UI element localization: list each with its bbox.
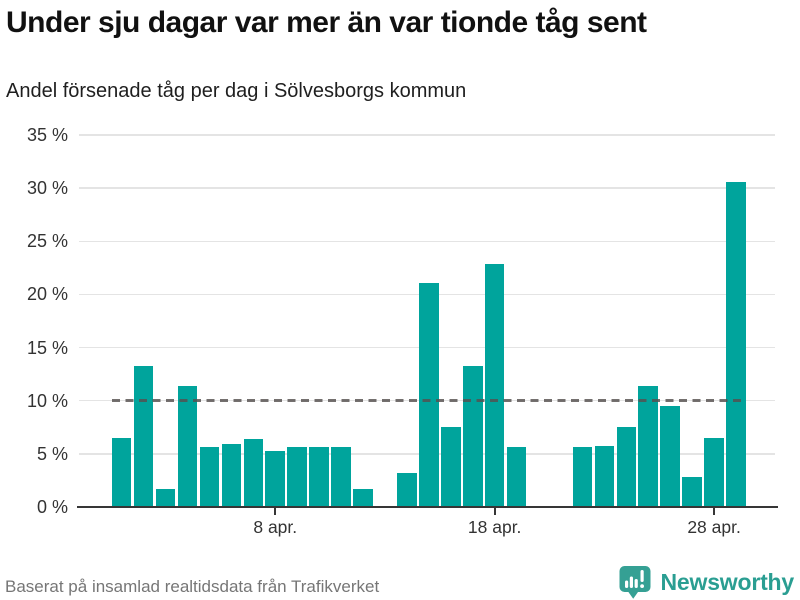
bar-apr-23 xyxy=(594,446,615,507)
reference-line-10pct xyxy=(111,399,746,403)
bar-apr-2 xyxy=(133,365,154,507)
bar-apr-7 xyxy=(243,438,264,507)
bar-apr-18 xyxy=(484,263,505,507)
bar-apr-8 xyxy=(265,450,286,507)
x-axis-tick-mark xyxy=(274,508,277,516)
newsworthy-bubble-chart-icon xyxy=(618,564,652,600)
chart-subtitle: Andel försenade tåg per dag i Sölvesborg… xyxy=(6,80,467,102)
brand-name: Newsworthy xyxy=(660,569,795,595)
bar-apr-16 xyxy=(441,427,461,507)
newsworthy-logo: Newsworthy xyxy=(618,564,794,600)
bar-apr-17 xyxy=(462,365,483,507)
gridline xyxy=(79,240,775,242)
y-axis-tick-label: 25 % xyxy=(26,231,68,252)
y-axis-tick-label: 20 % xyxy=(26,284,68,305)
gridline xyxy=(79,134,775,136)
x-axis-tick-label: 18 apr. xyxy=(467,517,522,537)
bar-apr-28 xyxy=(704,437,724,507)
bar-apr-1 xyxy=(111,437,132,507)
bar-apr-5 xyxy=(199,447,220,507)
x-axis-line xyxy=(77,505,778,509)
y-axis-tick-label: 0 % xyxy=(36,497,68,517)
bar-apr-6 xyxy=(221,444,242,507)
bar-apr-24 xyxy=(616,427,637,507)
x-axis-tick-mark xyxy=(713,508,716,516)
bar-apr-9 xyxy=(287,447,307,507)
y-axis-tick-label: 30 % xyxy=(26,178,68,199)
bar-apr-3 xyxy=(155,488,176,507)
bar-apr-11 xyxy=(331,447,351,507)
bar-apr-26 xyxy=(660,406,680,507)
gridline xyxy=(79,187,775,189)
y-axis-tick-label: 35 % xyxy=(26,125,68,145)
x-axis-tick-label: 28 apr. xyxy=(687,517,741,537)
bar-apr-22 xyxy=(572,447,593,507)
bar-apr-12 xyxy=(353,488,373,507)
x-axis-tick-mark xyxy=(493,508,496,516)
bar-apr-25 xyxy=(638,385,659,507)
bar-apr-15 xyxy=(419,282,439,507)
bar-apr-29 xyxy=(726,181,746,507)
plot-area xyxy=(77,134,775,507)
y-axis-tick-label: 10 % xyxy=(26,390,68,411)
y-axis-tick-label: 5 % xyxy=(36,443,68,464)
bar-apr-4 xyxy=(177,385,198,507)
x-axis-tick-label: 8 apr. xyxy=(253,517,298,537)
bar-apr-27 xyxy=(682,477,702,507)
source-note: Baserat på insamlad realtidsdata från Tr… xyxy=(5,577,380,596)
bar-apr-10 xyxy=(309,447,329,507)
page-title: Under sju dagar var mer än var tionde tå… xyxy=(6,6,647,39)
bar-apr-19 xyxy=(506,447,527,507)
bar-apr-14 xyxy=(397,473,417,507)
y-axis-tick-label: 15 % xyxy=(26,337,68,358)
